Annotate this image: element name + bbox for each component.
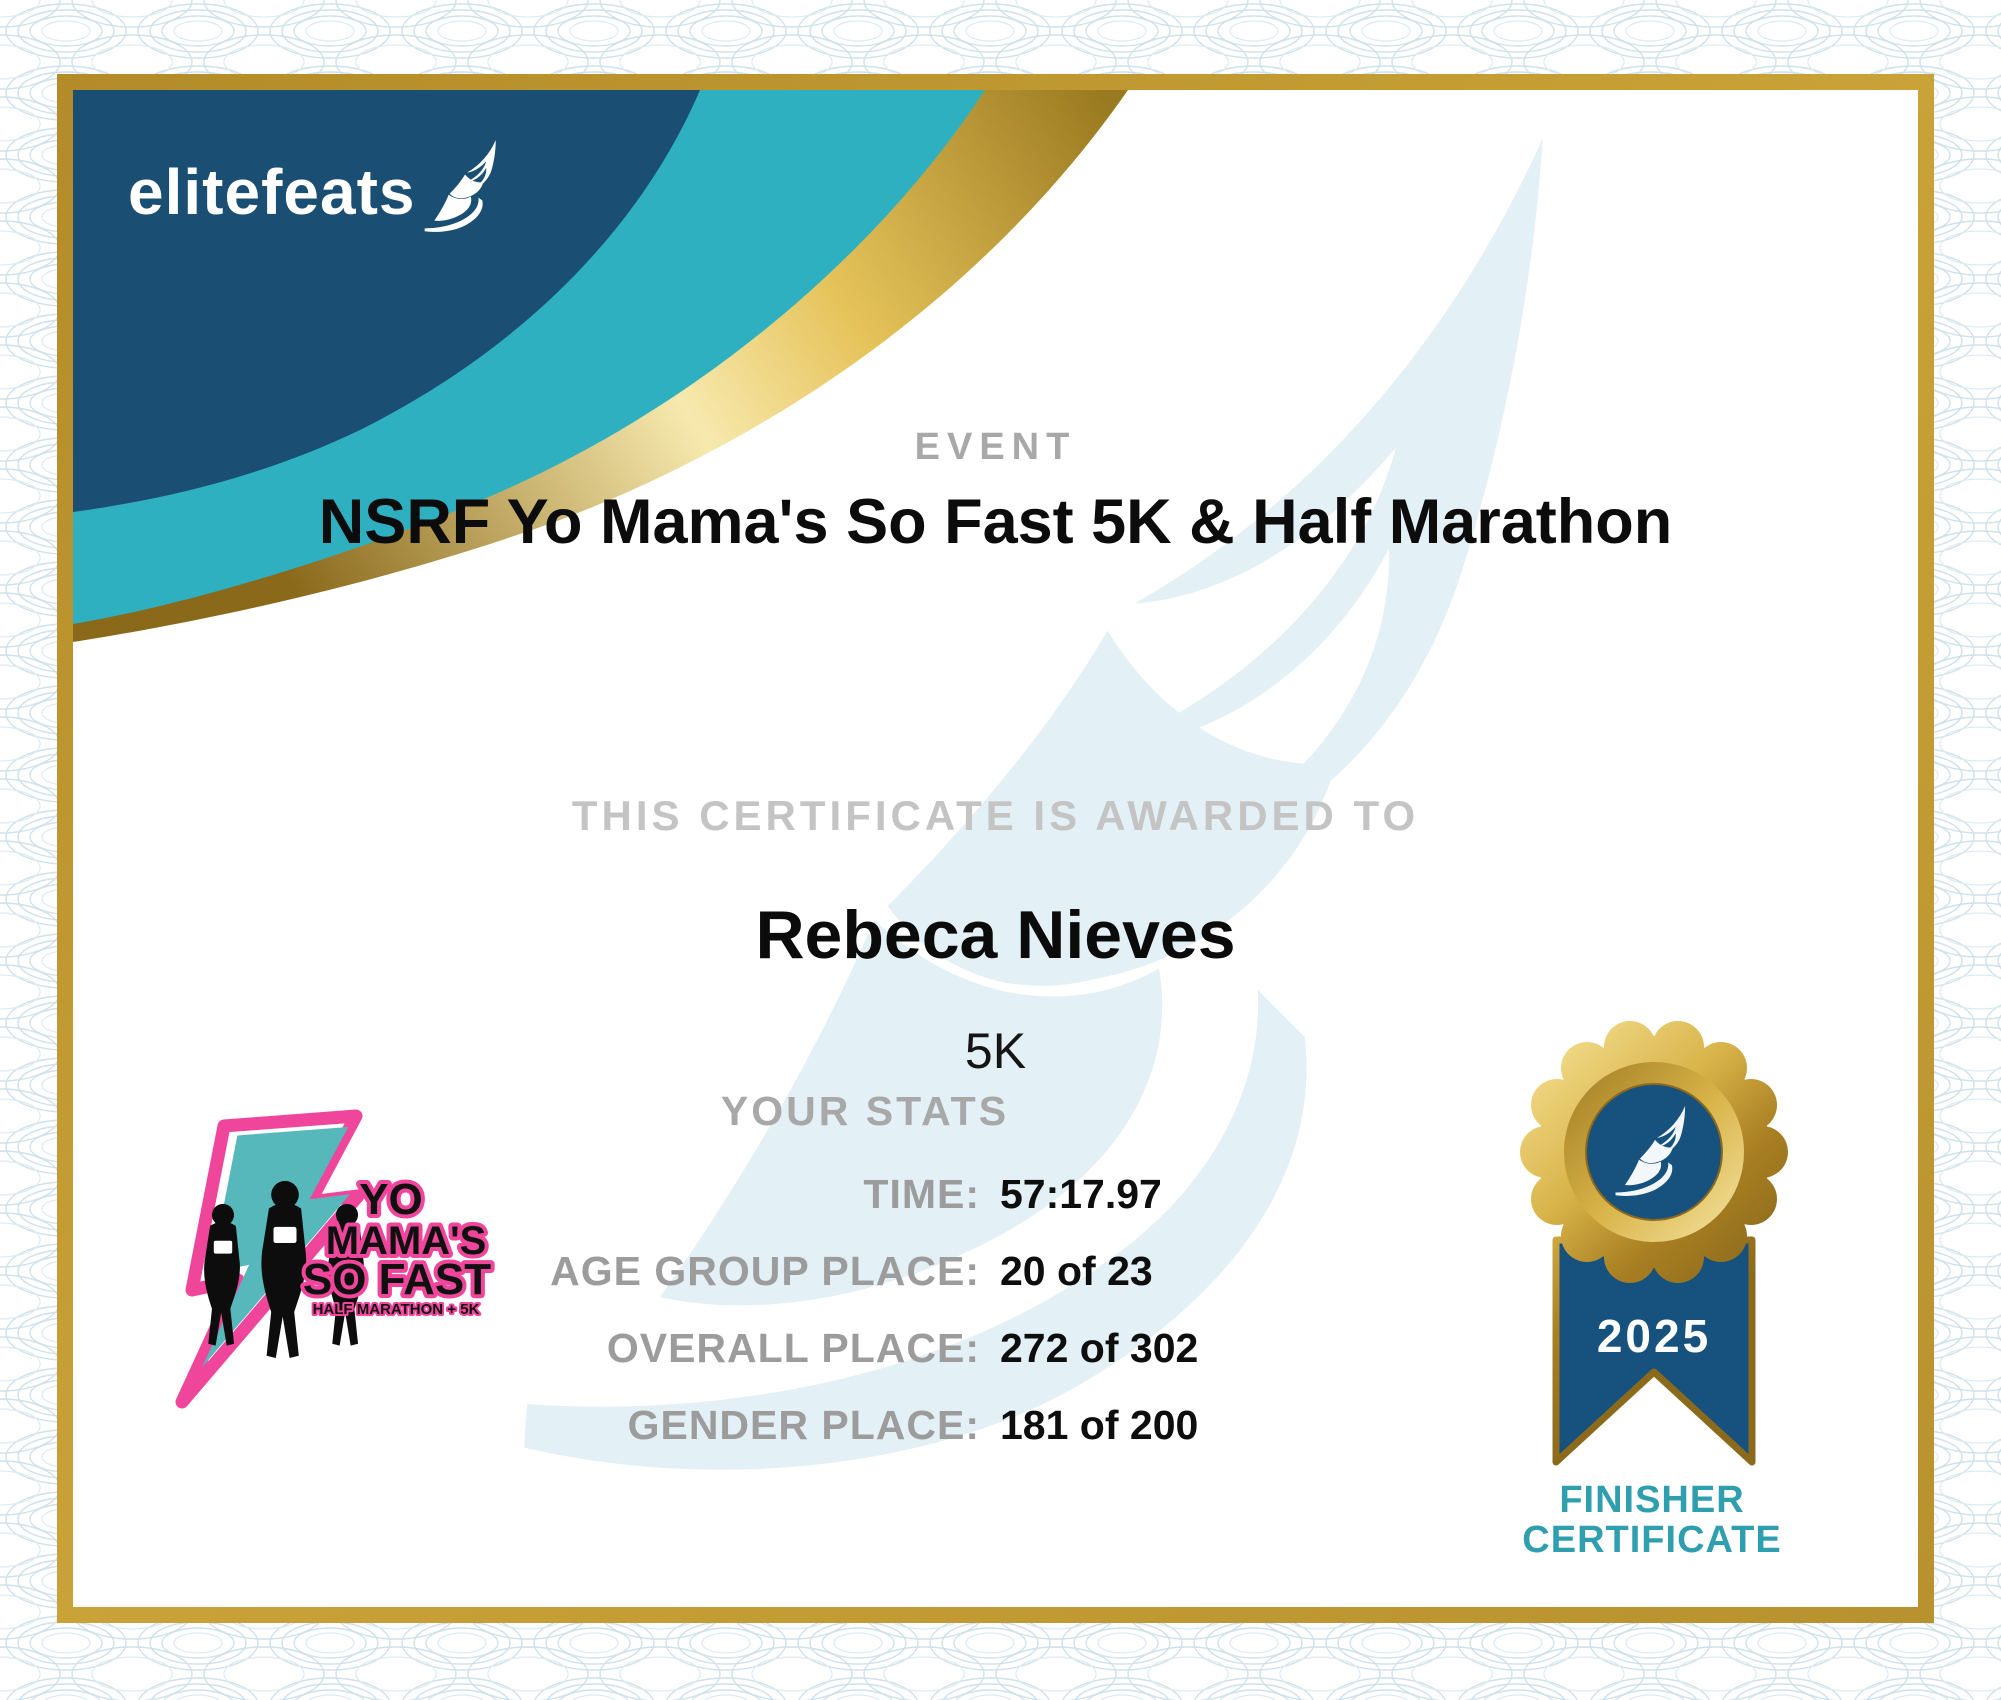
- stat-value: 57:17.97: [1000, 1171, 1162, 1217]
- race-logo-line4: HALF MARATHON + 5K: [313, 1301, 480, 1318]
- winged-foot-icon: [425, 140, 497, 232]
- stat-value: 181 of 200: [1000, 1402, 1199, 1448]
- brand-logo-text: elitefeats: [128, 156, 416, 228]
- badge-finisher-line2: CERTIFICATE: [1522, 1519, 1781, 1561]
- event-label: EVENT: [914, 426, 1077, 468]
- race-logo-line2: MAMA'S: [326, 1219, 487, 1263]
- navy-header-shape: [73, 90, 700, 512]
- award-intro: THIS CERTIFICATE IS AWARDED TO: [571, 792, 1420, 839]
- stat-label: OVERALL PLACE:: [606, 1325, 980, 1371]
- race-logo: YO MAMA'S SO FAST HALF MARATHON + 5K: [175, 1109, 495, 1409]
- stat-value: 272 of 302: [1000, 1325, 1199, 1371]
- brand-logo: elitefeats: [128, 140, 513, 238]
- stat-value: 20 of 23: [1000, 1248, 1153, 1294]
- race-logo-line3: SO FAST: [303, 1255, 491, 1304]
- stats-heading: YOUR STATS: [720, 1088, 1010, 1134]
- recipient-name: Rebeca Nieves: [755, 897, 1236, 973]
- badge-year: 2025: [1597, 1310, 1711, 1362]
- stat-label: TIME:: [863, 1171, 980, 1217]
- runner-silhouettes: [204, 1180, 364, 1358]
- stat-label: GENDER PLACE:: [627, 1402, 980, 1448]
- header-swoosh: [73, 90, 1128, 642]
- event-title: NSRF Yo Mama's So Fast 5K & Half Maratho…: [318, 487, 1673, 557]
- stats-table: TIME: 57:17.97 AGE GROUP PLACE: 20 of 23…: [420, 1170, 1460, 1449]
- badge-finisher-line1: FINISHER: [1559, 1479, 1744, 1521]
- stat-label: AGE GROUP PLACE:: [550, 1248, 980, 1294]
- finisher-medal: 2025 FINISHER CERTIFICATE: [1520, 1021, 1788, 1561]
- race-distance: 5K: [964, 1023, 1027, 1079]
- race-logo-line1: YO: [359, 1175, 423, 1224]
